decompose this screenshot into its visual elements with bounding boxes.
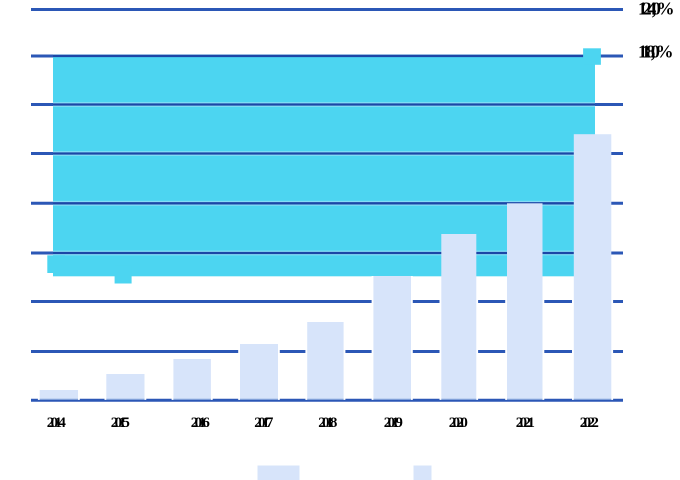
svg-text:124,0%: 124,0%: [638, 0, 674, 19]
svg-text:118,0%: 118,0%: [638, 42, 673, 62]
